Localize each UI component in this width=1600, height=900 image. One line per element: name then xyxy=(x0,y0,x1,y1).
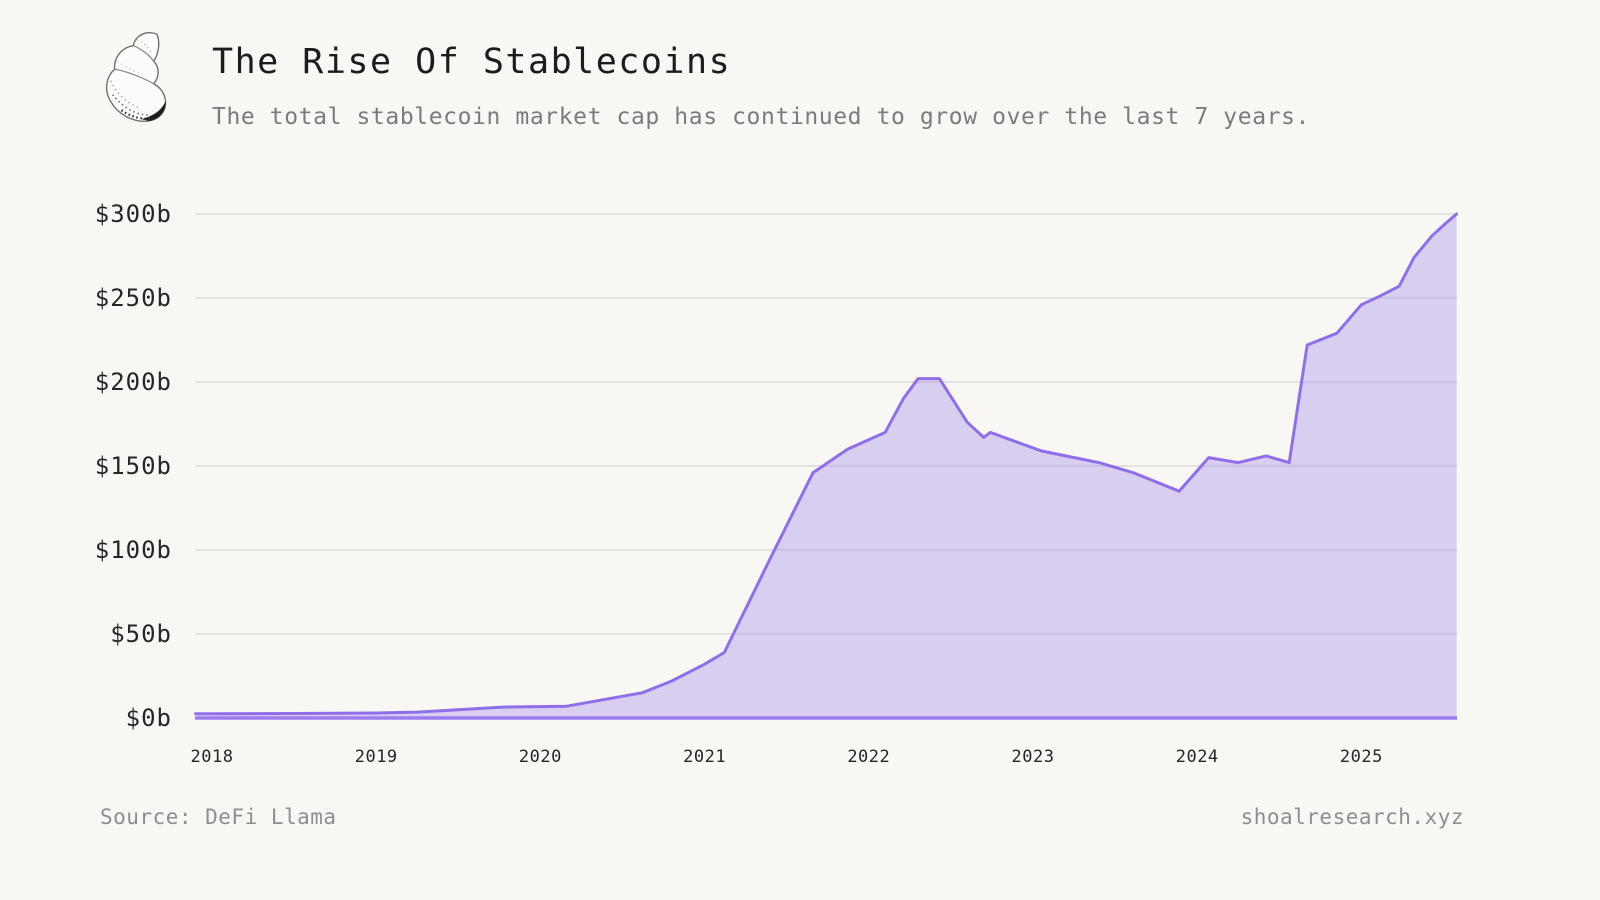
x-tick-label-2018: 2018 xyxy=(191,747,234,767)
chart-title: The Rise Of Stablecoins xyxy=(212,42,732,82)
x-tick-label-2021: 2021 xyxy=(683,747,726,767)
source-credit: Source: DeFi Llama xyxy=(100,805,337,829)
y-tick-label-150: $150b xyxy=(95,452,172,480)
shell-body xyxy=(105,32,167,122)
shell-shading-arc-3 xyxy=(110,80,142,109)
trend-line xyxy=(194,212,1459,716)
x-tick-label-2022: 2022 xyxy=(847,747,890,767)
y-tick-label-250: $250b xyxy=(95,284,172,312)
shell-aperture-shadow xyxy=(141,100,166,121)
seashell-icon xyxy=(105,32,167,122)
y-tick-label-100: $100b xyxy=(95,536,172,564)
y-tick-label-200: $200b xyxy=(95,368,172,396)
x-tick-label-2019: 2019 xyxy=(355,747,398,767)
x-tick-label-2024: 2024 xyxy=(1176,747,1219,767)
y-tick-label-0: $0b xyxy=(126,704,172,732)
x-tick-label-2020: 2020 xyxy=(519,747,562,767)
shell-whorl-line-1 xyxy=(132,45,155,62)
shell-shading-arc-1 xyxy=(120,109,153,120)
x-tick-label-2023: 2023 xyxy=(1012,747,1055,767)
y-tick-label-300: $300b xyxy=(95,200,172,228)
x-tick-label-2025: 2025 xyxy=(1340,747,1383,767)
site-credit: shoalresearch.xyz xyxy=(1240,805,1464,829)
y-tick-label-50: $50b xyxy=(110,620,172,648)
area-fill xyxy=(195,214,1457,718)
chart-subtitle: The total stablecoin market cap has cont… xyxy=(212,104,1310,130)
shell-whorl-line-2 xyxy=(114,68,155,85)
